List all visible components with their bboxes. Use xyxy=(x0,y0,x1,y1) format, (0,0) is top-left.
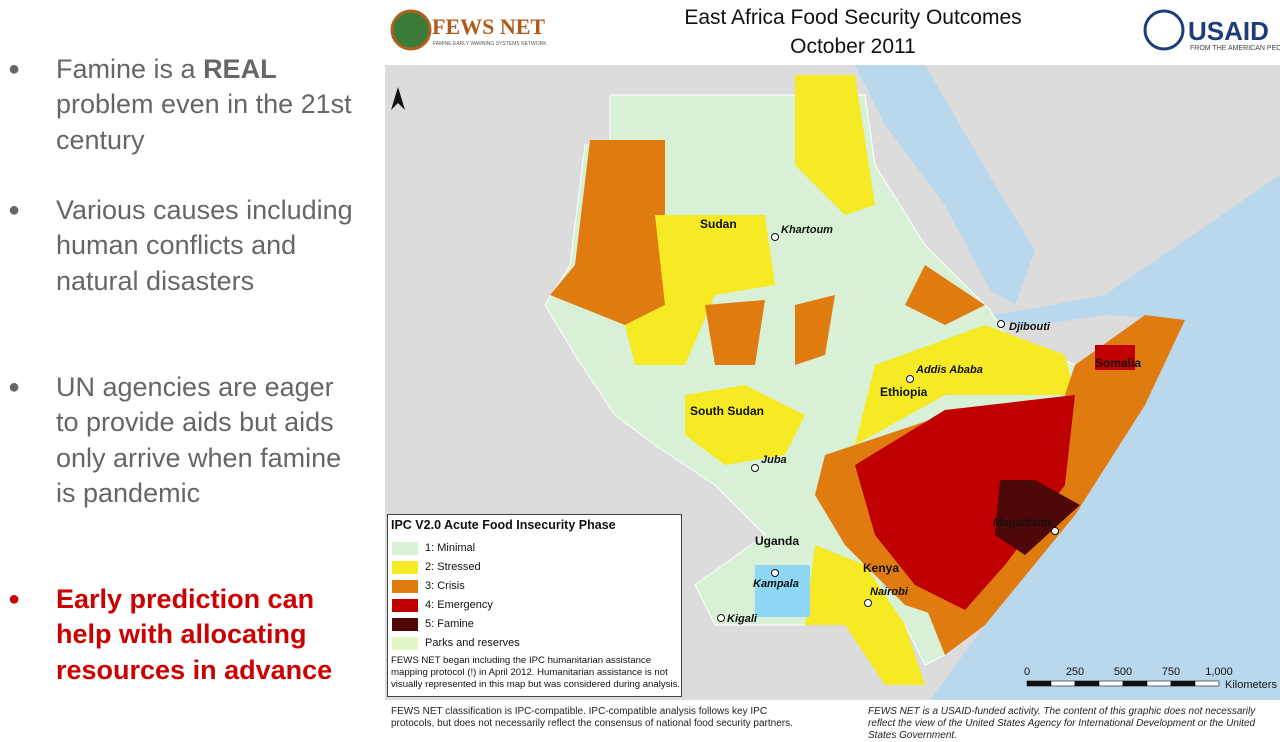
footer-right: FEWS NET is a USAID-funded activity. The… xyxy=(868,706,1256,741)
city-label: Mogadishu xyxy=(993,517,1051,529)
city-marker xyxy=(906,375,914,383)
country-label: Sudan xyxy=(700,217,737,231)
city-marker xyxy=(771,569,779,577)
bullet-text: UN agencies are eager to provide aids bu… xyxy=(56,372,342,508)
bullet: ● UN agencies are eager to provide aids b… xyxy=(8,370,356,511)
city-label: Djibouti xyxy=(1009,321,1051,333)
city-marker xyxy=(864,599,872,607)
title-line: October 2011 xyxy=(790,35,916,58)
bullet-text: Various causes including human conflicts… xyxy=(56,195,353,296)
region-famine xyxy=(995,480,1080,555)
bullet-dot: ● xyxy=(8,588,21,610)
ocean xyxy=(930,175,1280,700)
map-title: East Africa Food Security Outcomes Octob… xyxy=(620,3,1086,61)
region-crisis xyxy=(795,295,835,365)
scale-unit: Kilometers xyxy=(1225,679,1277,691)
bullet: ● Famine is a REAL problem even in the 21… xyxy=(8,52,356,158)
red-sea xyxy=(855,65,1035,305)
region-crisis xyxy=(550,140,665,325)
country-label: Uganda xyxy=(755,534,799,548)
scale-segment xyxy=(1050,680,1076,687)
city-label: Nairobi xyxy=(870,586,909,598)
country-label: South Sudan xyxy=(690,404,764,418)
legend-note: FEWS NET began including the IPC humanit… xyxy=(391,655,681,690)
legend-label: 5: Famine xyxy=(425,618,474,630)
legend-label: 1: Minimal xyxy=(425,542,476,554)
country-label: Ethiopia xyxy=(880,385,928,399)
region-stressed xyxy=(625,215,775,365)
legend-label: Parks and reserves xyxy=(425,637,520,649)
legend-swatch xyxy=(392,618,418,631)
usaid-logo: USAID xyxy=(1188,16,1269,46)
city-marker xyxy=(751,464,759,472)
city-marker xyxy=(1051,527,1059,535)
scale-segment xyxy=(1170,680,1196,687)
country-label: Somalia xyxy=(1095,356,1141,370)
scale-segment xyxy=(1026,680,1052,687)
scale-segment xyxy=(1146,680,1172,687)
legend-swatch xyxy=(392,580,418,593)
map: Sudan South Sudan Ethiopia Somalia Uganda Ken… xyxy=(385,65,1280,700)
bullet-text: Early prediction can help with allocatin… xyxy=(56,584,333,685)
header-logos: FEWS NET FAMINE EARLY WARNING SYSTEMS NET… xyxy=(390,9,1280,52)
legend-title: IPC V2.0 Acute Food Insecurity Phase xyxy=(391,518,616,532)
scale-label: 750 xyxy=(1162,666,1180,678)
scale-segment xyxy=(1074,680,1100,687)
legend-swatch xyxy=(392,637,418,650)
bullet-dot: ● xyxy=(8,376,21,398)
city-label: Addis Ababa xyxy=(915,364,983,376)
city-label: Kigali xyxy=(727,613,758,625)
country-label: Kenya xyxy=(863,561,899,575)
scale-label: 500 xyxy=(1114,666,1132,678)
region-stressed xyxy=(795,75,875,215)
usaid-seal xyxy=(1143,9,1185,51)
bullet-dot: ● xyxy=(8,199,21,221)
bullet: ● Early prediction can help with allocati… xyxy=(8,582,356,688)
city-marker xyxy=(997,320,1005,328)
fews-globe xyxy=(390,9,432,51)
bullet-panel: ● Famine is a REAL problem even in the 21… xyxy=(0,0,380,729)
legend-label: 3: Crisis xyxy=(425,580,465,592)
scale-segment xyxy=(1098,680,1124,687)
city-label: Khartoum xyxy=(781,224,833,236)
region-stressed xyxy=(805,545,925,685)
legend-swatch xyxy=(392,542,418,555)
bullet-dot: ● xyxy=(8,58,21,80)
city-label: Juba xyxy=(761,454,787,466)
legend-swatch xyxy=(392,561,418,574)
region-stressed xyxy=(685,385,805,465)
bullet: ● Various causes including human conflict… xyxy=(8,193,356,299)
scale-segment xyxy=(1194,680,1220,687)
scale-label: 250 xyxy=(1066,666,1084,678)
city-marker xyxy=(717,614,725,622)
legend-label: 4: Emergency xyxy=(425,599,493,611)
region-emergency xyxy=(1095,345,1135,370)
region-crisis xyxy=(705,300,765,365)
fews-logo: FEWS NET xyxy=(432,14,545,39)
scale-label: 1,000 xyxy=(1205,666,1233,678)
region-stressed xyxy=(855,325,1075,445)
city-marker xyxy=(771,233,779,241)
usaid-tagline: FROM THE AMERICAN PEOPLE xyxy=(1190,45,1280,52)
bullet-text: REAL xyxy=(203,54,277,84)
legend-swatch xyxy=(392,599,418,612)
scale-label: 0 xyxy=(1024,666,1030,678)
bullet-text: Famine is a xyxy=(56,54,204,84)
title-line: East Africa Food Security Outcomes xyxy=(684,6,1022,29)
fews-tagline: FAMINE EARLY WARNING SYSTEMS NETWORK xyxy=(433,41,547,47)
region-emergency xyxy=(855,395,1075,610)
scale-segment xyxy=(1122,680,1148,687)
city-label: Kampala xyxy=(753,578,799,590)
region-crisis xyxy=(905,265,985,325)
bullet-text: problem even in the 21st century xyxy=(56,89,352,155)
legend-label: 2: Stressed xyxy=(425,561,481,573)
lake-victoria xyxy=(755,565,810,617)
footer-left: FEWS NET classification is IPC-compatibl… xyxy=(391,706,793,729)
legend: IPC V2.0 Acute Food Insecurity Phase FEW… xyxy=(387,514,682,697)
north-arrow xyxy=(391,87,405,110)
